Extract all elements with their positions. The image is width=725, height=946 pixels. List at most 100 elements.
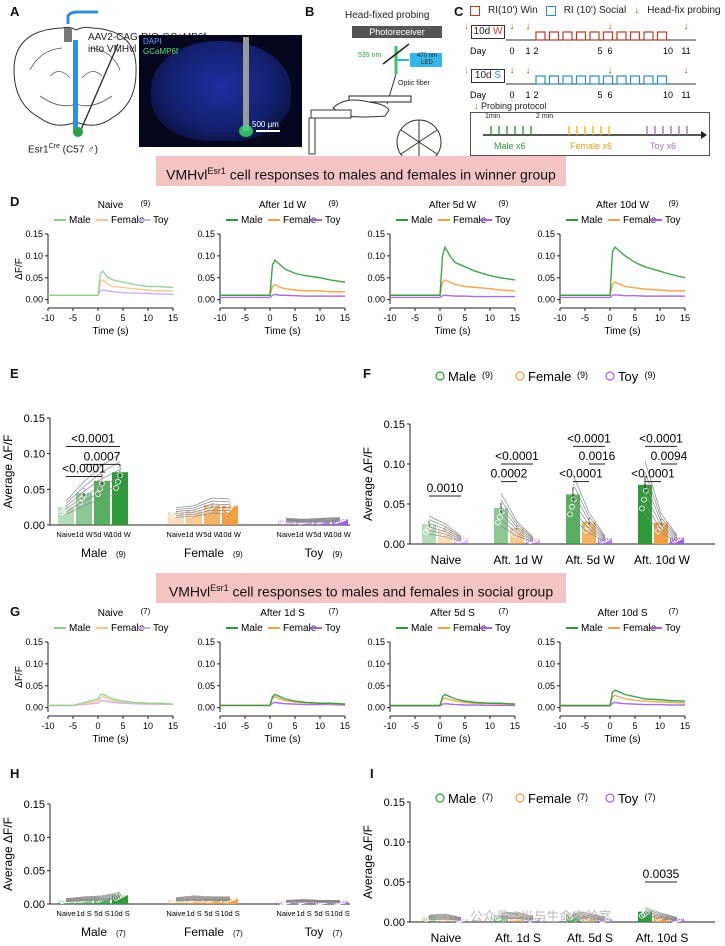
dapi-label: DAPI [143, 37, 162, 46]
x-tick-label: 15 [510, 313, 520, 323]
individual-line [500, 493, 534, 538]
x-tick-label: 10 [143, 313, 153, 323]
day-tick: 2 [533, 46, 538, 56]
trace-toy [390, 294, 515, 299]
x-tick-label: -10 [553, 721, 566, 731]
individual-line [500, 911, 534, 917]
individual-line [175, 497, 231, 509]
individual-line [175, 500, 231, 510]
day-tick: 1 [525, 90, 530, 100]
data-point [231, 894, 237, 901]
panel-b-title: Head-fixed probing [345, 10, 430, 21]
tick-label: 5d W [93, 530, 111, 539]
y-tick-label: 0.15 [197, 229, 215, 239]
bar-male [76, 492, 92, 525]
group-label: Naive [431, 553, 462, 567]
y-tick-label: 0.05 [24, 866, 45, 878]
tick-label: 1d S [186, 909, 201, 918]
panel-label-a: A [10, 4, 20, 19]
probe-arrow-icon: ↓ [608, 22, 613, 32]
legend-text-male: Male [411, 623, 433, 634]
x-axis-label: Time (s) [92, 734, 128, 745]
individual-line [500, 916, 534, 920]
panel-f-bars: 0.00 0.05 0.10 0.15 Average ΔF/F Male (9) Femal… [361, 369, 715, 567]
individual-line [285, 900, 340, 902]
tick-label: 1d W [185, 530, 203, 539]
individual-line [644, 461, 678, 536]
data-point [115, 478, 121, 485]
p-value: <0.0001 [71, 432, 115, 446]
trace-male [48, 270, 174, 296]
data-point [657, 524, 663, 531]
data-point [605, 535, 611, 542]
panel-i-bars: 0.00 0.05 0.10 0.15 Average ΔF/F Male (7) Femal… [361, 791, 715, 945]
x-tick-label: -5 [69, 721, 77, 731]
trace-panel-title: Naive [98, 608, 124, 619]
individual-line [285, 521, 341, 523]
individual-line [572, 918, 606, 921]
x-tick-label: -10 [213, 721, 226, 731]
p-value: <0.0001 [631, 467, 675, 481]
protocol-toy: Toy x6 [650, 141, 677, 151]
group-label: Aft. 10d S [636, 931, 689, 945]
x-tick-label: 10 [485, 721, 495, 731]
probe-arrow-icon: ↓ [526, 65, 531, 76]
trace-panel-n: (7) [329, 607, 339, 616]
individual-line [285, 516, 341, 520]
y-tick-label: 0.10 [24, 449, 45, 461]
x-tick-label: -10 [383, 313, 396, 323]
probe-arrow-icon: ↓ [634, 5, 640, 16]
legend-text-male: Male [448, 791, 476, 806]
day-tick: 5 [597, 46, 602, 56]
day-tick: 11 [681, 46, 690, 56]
trace-panel-title: Naive [98, 200, 124, 211]
session-box [656, 31, 668, 41]
x-axis-label: Time (s) [264, 326, 300, 337]
legend-marker-male [435, 371, 445, 381]
y-tick-label: 0.10 [384, 459, 405, 471]
trace-panel-title: After 5d S [430, 608, 475, 619]
legend-text-female: Female [283, 623, 317, 634]
individual-line [644, 916, 678, 921]
data-point [655, 528, 661, 534]
legend-text-toy: Toy [495, 623, 511, 634]
trace-panel-title: After 10d W [596, 200, 649, 211]
individual-line [428, 515, 462, 537]
probe-arrow-icon: ↓ [510, 22, 515, 32]
group-n: (9) [233, 550, 243, 559]
group-label: Aft. 1d S [495, 931, 541, 945]
brain-section [151, 41, 291, 141]
individual-line [65, 894, 121, 901]
tick-label: 10d W [109, 530, 132, 539]
individual-line [500, 914, 534, 919]
group-label: Toy [305, 925, 324, 939]
legend-text-female: Female [453, 215, 487, 226]
day-tick: 5 [597, 90, 602, 100]
data-point [231, 499, 237, 506]
y-tick-label: 0.10 [367, 251, 385, 261]
tick-label: 5d W [313, 530, 331, 539]
photoreceiver-box: Photoreceiver [352, 26, 442, 38]
day-tick: 6 [607, 90, 612, 100]
x-tick-label: 10 [315, 313, 325, 323]
scale-bar-label: 500 μm [252, 120, 279, 129]
tick-label: 1d S [296, 909, 311, 918]
data-point [121, 890, 127, 897]
social-legend-label: RI (10') Social [563, 5, 627, 16]
tick-label: Naive [56, 909, 75, 918]
x-tick-label: 10 [655, 721, 665, 731]
trace-male [220, 693, 346, 707]
protocol-title-text: Probing protocol [481, 101, 547, 111]
individual-line [428, 915, 462, 920]
probe-arrow-icon: ↓ [466, 65, 469, 76]
individual-line [644, 912, 678, 920]
individual-line [572, 492, 606, 539]
data-point [101, 475, 107, 482]
y-tick-label: 0.00 [384, 917, 405, 929]
individual-line [65, 897, 121, 902]
trace-male [560, 689, 686, 707]
trace-panel-n: (7) [141, 607, 151, 616]
individual-line [500, 499, 534, 539]
legend-n: (9) [645, 370, 656, 380]
trace-toy [560, 294, 685, 299]
